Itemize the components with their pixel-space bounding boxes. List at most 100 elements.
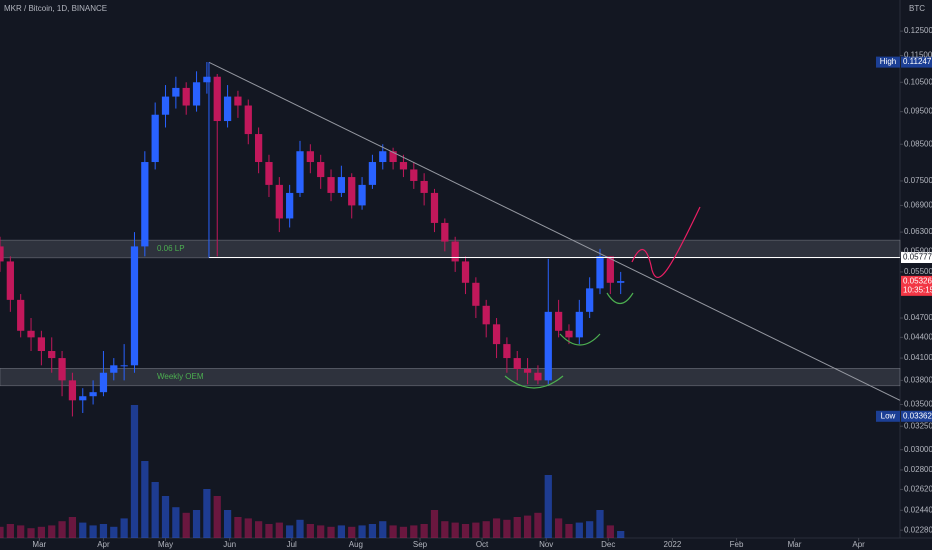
volume-bar <box>513 517 521 538</box>
candle-body <box>0 246 4 262</box>
candle-body <box>27 330 35 338</box>
volume-bar <box>379 521 387 538</box>
x-tick-label: Oct <box>476 540 489 549</box>
x-tick-label: Mar <box>32 540 46 549</box>
y-tick-label: 0.02440 <box>904 505 932 514</box>
candle-body <box>337 177 345 193</box>
volume-bar <box>223 510 232 538</box>
zone-label: 0.06 LP <box>157 244 185 253</box>
candle-body <box>586 288 594 312</box>
currency: BTC <box>909 4 925 13</box>
x-tick-label: Mar <box>788 540 802 549</box>
volume-bar <box>337 525 345 538</box>
candle-body <box>317 162 325 178</box>
x-tick-label: Jul <box>287 540 297 549</box>
volume-bar <box>0 526 4 538</box>
volume-bar <box>37 526 45 538</box>
volume-bar <box>120 518 128 538</box>
y-tick-label: 0.03800 <box>904 375 932 384</box>
price-marker-label: 0.05326 <box>903 276 932 285</box>
pattern-arc <box>606 292 634 305</box>
x-tick-label: Jun <box>223 540 236 549</box>
x-tick-label: Feb <box>730 540 744 549</box>
y-tick-label: 0.06300 <box>904 227 932 236</box>
candle-body <box>99 372 108 393</box>
volume-bar <box>213 496 221 538</box>
candle-body <box>575 311 583 338</box>
volume-bar <box>192 510 201 538</box>
candle-body <box>265 162 273 185</box>
x-tick-label: Apr <box>852 540 865 549</box>
x-tick-label: Apr <box>97 540 110 549</box>
candle-body <box>130 246 139 366</box>
chart-title: MKR / Bitcoin, 1D, BINANCE <box>4 4 107 13</box>
candle-body <box>151 114 159 163</box>
price-marker-name-box <box>876 56 900 68</box>
volume-bar <box>420 524 428 538</box>
volume-bar <box>410 525 418 538</box>
candle-body <box>79 396 87 401</box>
volume-bar <box>151 482 159 538</box>
price-marker <box>901 252 932 264</box>
volume-bar <box>17 525 25 538</box>
candle-body <box>37 337 45 352</box>
volume-bar <box>348 526 356 538</box>
zone-label: Weekly OEM <box>157 372 204 381</box>
volume-bar <box>575 522 583 538</box>
candle-body <box>306 151 314 163</box>
volume-bar <box>503 519 511 538</box>
projection-path <box>631 206 701 278</box>
candle-body <box>17 299 25 331</box>
candle-body <box>492 324 501 345</box>
y-tick-label: 0.06900 <box>904 201 932 210</box>
candle-body <box>379 151 387 163</box>
volume-bar <box>596 510 604 538</box>
candle-body <box>234 96 242 106</box>
volume-bar <box>441 521 449 538</box>
y-tick-label: 0.12500 <box>904 26 932 35</box>
candle-body <box>544 311 552 381</box>
price-marker-name: Low <box>881 411 896 420</box>
y-tick-label: 0.02800 <box>904 465 932 474</box>
volume-bar <box>317 525 325 538</box>
price-marker-name: High <box>880 57 896 66</box>
volume-bar <box>130 405 139 538</box>
trendline <box>208 61 901 401</box>
volume-bar <box>286 525 294 538</box>
y-tick-label: 0.02620 <box>904 485 932 494</box>
zone <box>0 368 901 387</box>
volume-bar <box>141 461 149 538</box>
volume-bar <box>472 522 480 538</box>
volume-bar <box>48 525 56 538</box>
candle-body <box>410 169 418 181</box>
price-marker-label: 0.11247 <box>903 57 932 66</box>
candle-body <box>327 177 335 193</box>
volume-bar <box>234 517 242 538</box>
candle-body <box>275 184 283 219</box>
volume-bar <box>606 525 614 538</box>
y-tick-label: 0.05500 <box>904 267 932 276</box>
volume-bar <box>89 525 97 538</box>
volume-bar <box>399 526 408 538</box>
y-tick-label: 0.10500 <box>904 77 932 86</box>
volume-bar <box>161 496 170 538</box>
volume-bar <box>368 524 377 538</box>
volume-bar <box>534 512 542 538</box>
x-tick-label: 2022 <box>664 540 682 549</box>
candle-body <box>565 330 573 338</box>
pattern-arc <box>504 375 564 389</box>
candle-body <box>244 105 252 135</box>
volume-bar <box>27 528 35 538</box>
candle-body <box>555 311 563 331</box>
candle-body <box>513 358 521 370</box>
countdown: 10:35:15 <box>903 285 932 294</box>
volume-bar <box>296 519 304 538</box>
volume-bar <box>389 525 397 538</box>
volume-bar <box>255 521 263 538</box>
y-tick-label: 0.03500 <box>904 400 932 409</box>
candle-body <box>420 180 428 193</box>
candle-body <box>161 96 170 115</box>
volume-bar <box>68 517 77 538</box>
candle-body <box>89 392 97 397</box>
